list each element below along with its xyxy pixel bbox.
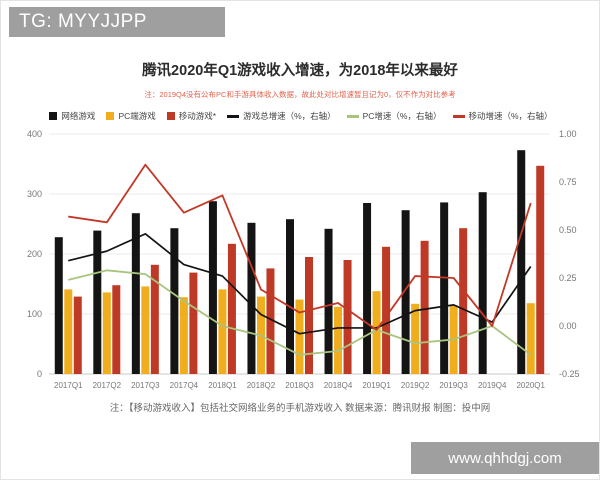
x-axis-tick: 2019Q4 [478,381,507,390]
bar-series0-2020Q1 [517,150,526,374]
legend-square-marker-icon [166,112,175,120]
legend-item: 游戏总增速（%，右轴） [227,110,336,122]
bar-series1-2018Q4 [334,306,343,374]
legend-label: 网络游戏 [61,111,96,121]
x-axis-tick: 2017Q2 [93,381,122,390]
bar-series1-2019Q1 [372,291,381,374]
bar-series0-2018Q2 [247,222,256,374]
x-axis-tick: 2019Q3 [439,381,468,390]
x-axis-tick: 2018Q3 [285,381,314,390]
bar-series2-2017Q2 [112,285,121,374]
legend-item: 网络游戏 [49,110,95,122]
legend-item: 移动游戏* [166,110,217,122]
bar-series2-2018Q2 [266,268,275,374]
legend-square-marker-icon [106,112,115,120]
left-axis-tick: 400 [27,129,42,139]
bar-series2-2018Q3 [305,257,313,374]
line-series2 [68,163,532,331]
left-axis-tick: 300 [27,189,42,199]
x-axis-tick: 2019Q1 [362,381,391,390]
chart-subtitle-note: 注：2019Q4没有公布PC和手游具体收入数据，故此处对比增速暂且记为0，仅不作… [144,90,456,99]
right-axis-tick: 0.75 [559,177,577,187]
chart-title: 腾讯2020年Q1游戏收入增速，为2018年以来最好 [142,63,458,79]
legend-label: PC增速（%，右轴） [362,111,442,121]
right-axis-tick: 0.25 [559,273,577,283]
bar-series1-2017Q2 [102,292,111,374]
bar-series2-2017Q1 [73,296,82,374]
x-axis-tick: 2019Q2 [401,381,430,390]
bar-series0-2017Q2 [93,230,102,374]
legend-label: PC端游戏 [118,111,156,121]
legend-label: 移动游戏* [178,111,217,121]
bar-series2-2017Q4 [189,272,198,374]
legend-item: PC增速（%，右轴） [346,110,442,122]
bar-series1-2018Q3 [295,299,304,374]
right-axis-tick: 1.00 [559,129,577,139]
legend-line-marker-icon [227,114,240,118]
bar-series1-2017Q3 [141,286,150,374]
x-axis-tick: 2020Q1 [516,381,545,390]
left-axis-tick: 0 [37,369,42,379]
bar-series1-2019Q2 [411,303,420,374]
bar-series0-2019Q3 [440,202,449,374]
site-watermark-text: www.qhhdgj.com [448,449,562,467]
line-series0 [68,232,532,335]
bar-series1-2020Q1 [526,303,535,374]
legend-item: 移动增速（%，右轴） [452,110,553,122]
site-watermark: www.qhhdgj.com [411,442,599,474]
legend-square-marker-icon [49,112,58,120]
bar-series0-2019Q1 [363,203,372,374]
bar-series2-2017Q3 [150,264,159,374]
legend-label: 移动增速（%，右轴） [468,111,553,121]
bar-series0-2017Q3 [131,213,140,374]
legend-item: PC端游戏 [106,110,156,122]
bar-series1-2017Q4 [179,297,188,374]
line-series1 [68,269,532,356]
bar-series0-2019Q4 [478,192,487,374]
bar-series0-2017Q1 [54,237,63,374]
telegram-watermark: TG: MYYJJPP [9,7,225,37]
right-axis-tick: 0.00 [559,321,577,331]
x-axis-tick: 2017Q4 [170,381,199,390]
right-axis-tick: 0.50 [559,225,577,235]
x-axis-tick: 2017Q3 [131,381,160,390]
bar-series1-2018Q1 [218,289,227,374]
legend-label: 游戏总增速（%，右轴） [243,111,336,121]
x-axis-tick: 2018Q2 [247,381,276,390]
bar-series0-2018Q1 [208,201,217,374]
bar-series0-2018Q4 [324,228,333,374]
bar-series0-2017Q4 [170,228,179,374]
bar-series2-2019Q3 [459,228,468,374]
bar-series1-2017Q1 [64,289,73,374]
x-axis-tick: 2017Q1 [54,381,83,390]
bar-series2-2020Q1 [536,165,545,374]
bar-series2-2019Q1 [382,246,391,374]
bar-series0-2018Q3 [286,219,294,374]
right-axis-tick: -0.25 [559,369,580,379]
bar-series2-2018Q4 [343,260,352,374]
bar-series2-2019Q2 [420,240,429,374]
left-axis-tick: 100 [27,309,42,319]
x-axis-tick: 2018Q4 [324,381,353,390]
telegram-watermark-text: TG: MYYJJPP [19,11,147,32]
x-axis-tick: 2018Q1 [208,381,237,390]
left-axis-tick: 200 [27,249,42,259]
legend-line-marker-icon [452,114,465,118]
legend: 网络游戏 PC端游戏 移动游戏* 游戏总增速（%，右轴） PC增速（%，右轴） 移动增速（… [21,108,581,124]
chart-footer-note: 注：【移动游戏收入】包括社交网络业务的手机游戏收入 数据来源：腾讯财报 制图：投… [109,403,491,414]
bar-series2-2018Q1 [227,243,236,374]
legend-line-marker-icon [346,114,359,118]
bar-series0-2019Q2 [401,210,410,374]
